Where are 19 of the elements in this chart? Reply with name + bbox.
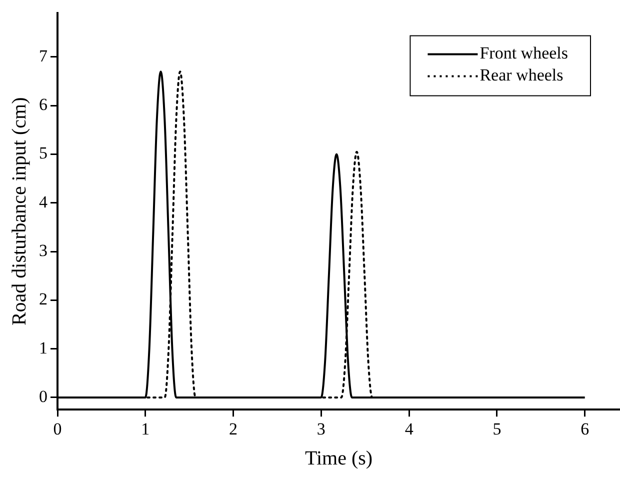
y-tick-label: 4 xyxy=(39,192,48,212)
y-axis-title: Road disturbance input (cm) xyxy=(8,97,30,326)
x-tick-label: 3 xyxy=(316,419,326,438)
x-tick-label: 4 xyxy=(404,419,414,438)
legend-label: Front wheels xyxy=(480,44,568,63)
x-tick-label: 0 xyxy=(53,419,62,438)
legend-label: Rear wheels xyxy=(480,66,564,85)
y-tick-label: 5 xyxy=(39,144,48,163)
x-tick-label: 1 xyxy=(141,419,150,438)
y-tick-label: 1 xyxy=(39,338,48,358)
x-tick-label: 2 xyxy=(229,419,238,438)
y-tick-label: 6 xyxy=(39,95,48,114)
x-axis-title: Time (s) xyxy=(304,447,373,470)
x-tick-label: 6 xyxy=(580,419,590,438)
y-tick-label: 0 xyxy=(39,386,48,406)
y-tick-label: 2 xyxy=(39,290,48,309)
y-tick-label: 3 xyxy=(39,240,48,260)
x-tick-label: 5 xyxy=(492,419,502,438)
y-tick-label: 7 xyxy=(39,46,48,66)
